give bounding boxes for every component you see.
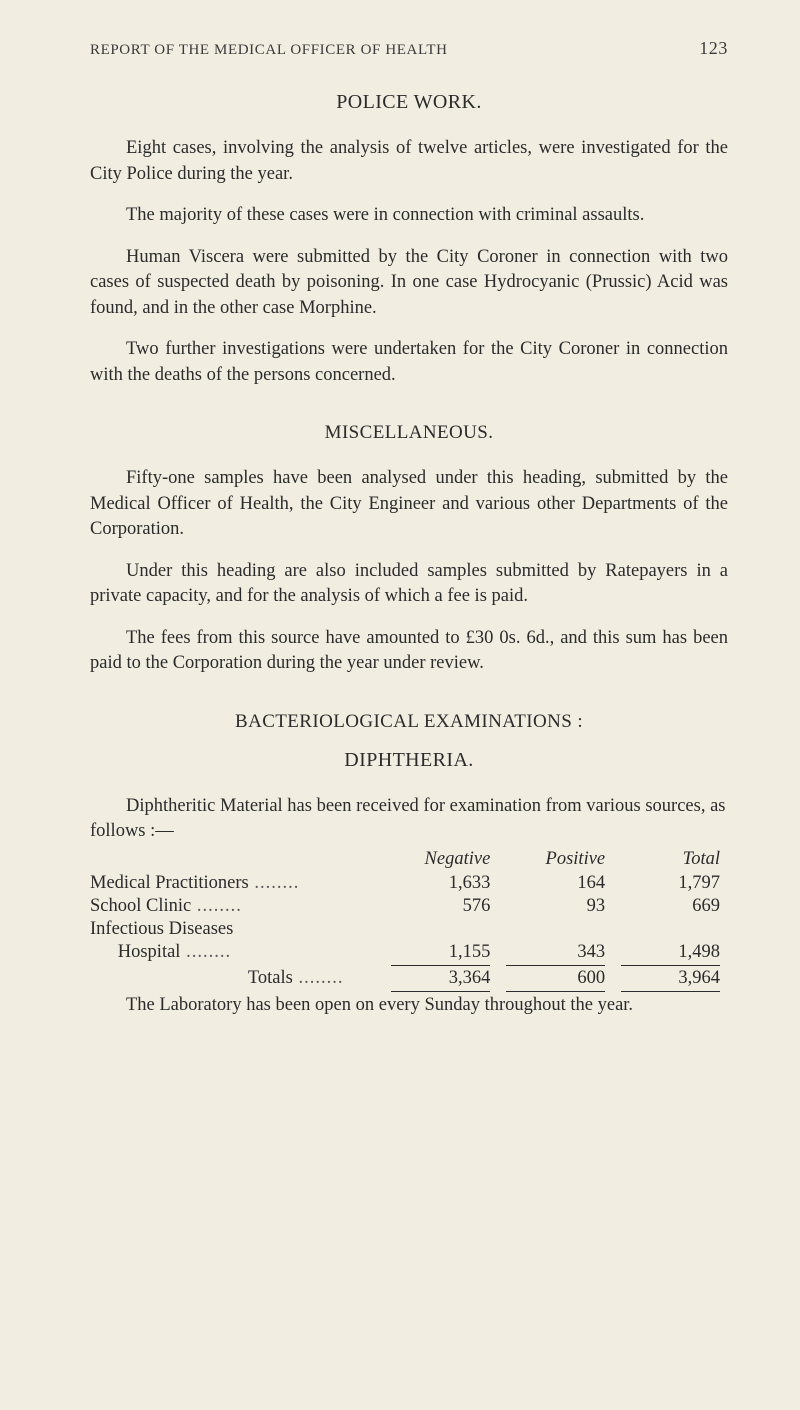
totals-neg: 3,364: [383, 967, 498, 990]
row-neg: 1,155: [383, 941, 498, 964]
col-total: Total: [613, 849, 728, 872]
row-tot: 669: [613, 895, 728, 918]
table-row: School Clinic 576 93 669: [90, 895, 728, 918]
miscellaneous-heading: MISCELLANEOUS.: [90, 422, 728, 444]
col-negative: Negative: [383, 849, 498, 872]
table-row: Medical Practitioners 1,633 164 1,797: [90, 872, 728, 895]
table-row: Infectious Diseases: [90, 918, 728, 941]
totals-tot: 3,964: [613, 967, 728, 990]
totals-row: Totals 3,364 600 3,964: [90, 967, 728, 990]
diphtheria-intro: Diphtheritic Material has been received …: [90, 794, 728, 845]
table-header-row: Negative Positive Total: [90, 849, 728, 872]
misc-p2: Under this heading are also included sam…: [90, 559, 728, 610]
row-label: Medical Practitioners: [90, 872, 383, 895]
running-head: REPORT OF THE MEDICAL OFFICER OF HEALTH …: [90, 38, 728, 59]
row-tot: 1,498: [613, 941, 728, 964]
totals-label: Totals: [90, 967, 383, 990]
row-neg: 576: [383, 895, 498, 918]
totals-pos: 600: [498, 967, 613, 990]
page: REPORT OF THE MEDICAL OFFICER OF HEALTH …: [0, 0, 800, 1410]
police-p4: Two further investigations were undertak…: [90, 337, 728, 388]
running-head-text: REPORT OF THE MEDICAL OFFICER OF HEALTH: [90, 42, 448, 59]
row-label: School Clinic: [90, 895, 383, 918]
police-work-heading: POLICE WORK.: [90, 91, 728, 114]
misc-p1: Fifty-one samples have been analysed und…: [90, 466, 728, 543]
misc-p3: The fees from this source have amounted …: [90, 626, 728, 677]
bacteriological-heading: BACTERIOLOGICAL EXAMINATIONS :: [90, 711, 728, 733]
diphtheria-table: Negative Positive Total Medical Practiti…: [90, 849, 728, 993]
row-pos: 164: [498, 872, 613, 895]
row-pos: 93: [498, 895, 613, 918]
col-positive: Positive: [498, 849, 613, 872]
row-pos: [498, 918, 613, 941]
closing-paragraph: The Laboratory has been open on every Su…: [90, 993, 728, 1019]
row-tot: [613, 918, 728, 941]
page-number: 123: [699, 38, 728, 59]
row-neg: 1,633: [383, 872, 498, 895]
row-tot: 1,797: [613, 872, 728, 895]
row-pos: 343: [498, 941, 613, 964]
police-p3: Human Viscera were submitted by the City…: [90, 245, 728, 322]
col-blank: [90, 849, 383, 872]
police-p1: Eight cases, involving the analysis of t…: [90, 136, 728, 187]
table-row: Hospital 1,155 343 1,498: [90, 941, 728, 964]
diphtheria-heading: DIPHTHERIA.: [90, 749, 728, 772]
row-label: Hospital: [90, 941, 383, 964]
row-label: Infectious Diseases: [90, 918, 383, 941]
police-p2: The majority of these cases were in conn…: [90, 203, 728, 229]
row-neg: [383, 918, 498, 941]
